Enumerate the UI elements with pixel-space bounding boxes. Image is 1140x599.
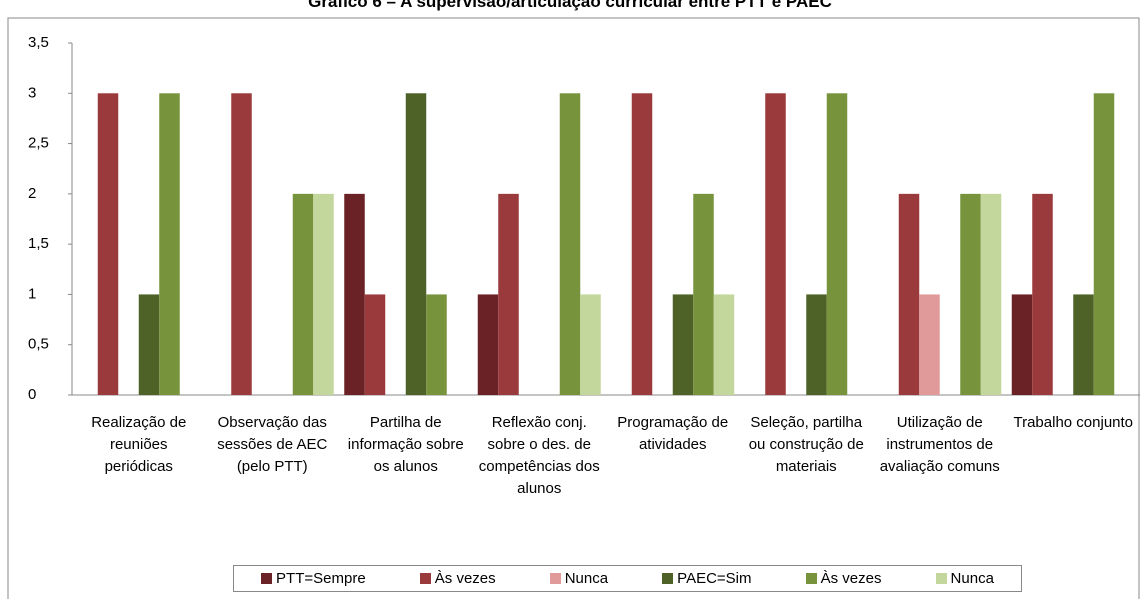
bar (1032, 193, 1053, 395)
legend: PTT=Sempre Às vezes Nunca PAEC=Sim Às vezes N… (233, 565, 1022, 592)
legend-item: Nunca (549, 570, 609, 587)
bar (292, 193, 314, 395)
y-tick-label: 1 (28, 285, 36, 302)
bar (765, 93, 786, 396)
bar (159, 93, 180, 396)
y-tick-label: 3,5 (28, 34, 49, 51)
bar (826, 93, 848, 396)
bar (693, 193, 714, 395)
legend-item: Nunca (935, 570, 994, 587)
x-tick-label: Observação das sessões de AEC (pelo PTT) (217, 414, 328, 475)
bar (477, 294, 499, 395)
bar (898, 193, 920, 395)
x-tick-label: Reflexão conj. sobre o des. de competênc… (478, 414, 600, 497)
legend-item: PAEC=Sim (662, 570, 752, 587)
x-tick-label: Partilha de informação sobre os alunos (347, 414, 464, 475)
legend-swatch (935, 573, 947, 584)
bar (631, 93, 653, 396)
chart-title: Gráfico 6 – A supervisão/articulação cur… (308, 0, 832, 11)
bar (138, 294, 160, 395)
y-tick-label: 2,5 (28, 135, 49, 152)
bar (980, 193, 1002, 395)
bar (364, 294, 386, 395)
x-tick-label: Utilização de instrumentos de avaliação … (879, 414, 1000, 475)
legend-swatch (549, 573, 561, 584)
bar (426, 294, 447, 395)
bar (231, 93, 252, 396)
legend-item: PTT=Sempre (261, 570, 366, 587)
x-tick-label: Trabalho conjunto (1013, 414, 1134, 431)
y-tick-label: 1,5 (28, 235, 49, 252)
legend-label: PAEC=Sim (677, 570, 752, 587)
bar (97, 93, 119, 396)
bar (313, 193, 334, 395)
bar (1011, 294, 1033, 395)
legend-item: Às vezes (419, 570, 496, 587)
bar (713, 294, 735, 395)
bar (498, 193, 519, 395)
bar (1073, 294, 1094, 395)
frame (7, 17, 1140, 599)
legend-label: Nunca (950, 570, 994, 587)
bar (919, 294, 940, 395)
bar (960, 193, 981, 395)
bar (344, 193, 365, 395)
bar (405, 93, 427, 396)
y-tick-label: 2 (28, 185, 36, 202)
legend-swatch (805, 573, 817, 584)
legend-label: Às vezes (434, 570, 496, 587)
x-tick-label: Programação de atividades (617, 414, 729, 453)
legend-item: Às vezes (805, 570, 882, 587)
legend-swatch (419, 573, 431, 584)
bar (1093, 93, 1115, 396)
bar (672, 294, 694, 395)
y-tick-label: 0,5 (28, 336, 49, 353)
x-tick-label: Seleção, partilha ou construção de mater… (748, 414, 864, 475)
bar (559, 93, 581, 396)
bar (580, 294, 601, 395)
y-tick-label: 3 (28, 84, 36, 101)
bar (806, 294, 827, 395)
legend-label: PTT=Sempre (276, 570, 366, 587)
y-tick-label: 0 (28, 386, 36, 403)
legend-label: Às vezes (820, 570, 882, 587)
legend-swatch (261, 573, 273, 584)
legend-swatch (662, 573, 674, 584)
x-tick-label: Realização de reuniões periódicas (91, 414, 187, 475)
legend-label: Nunca (564, 570, 609, 587)
